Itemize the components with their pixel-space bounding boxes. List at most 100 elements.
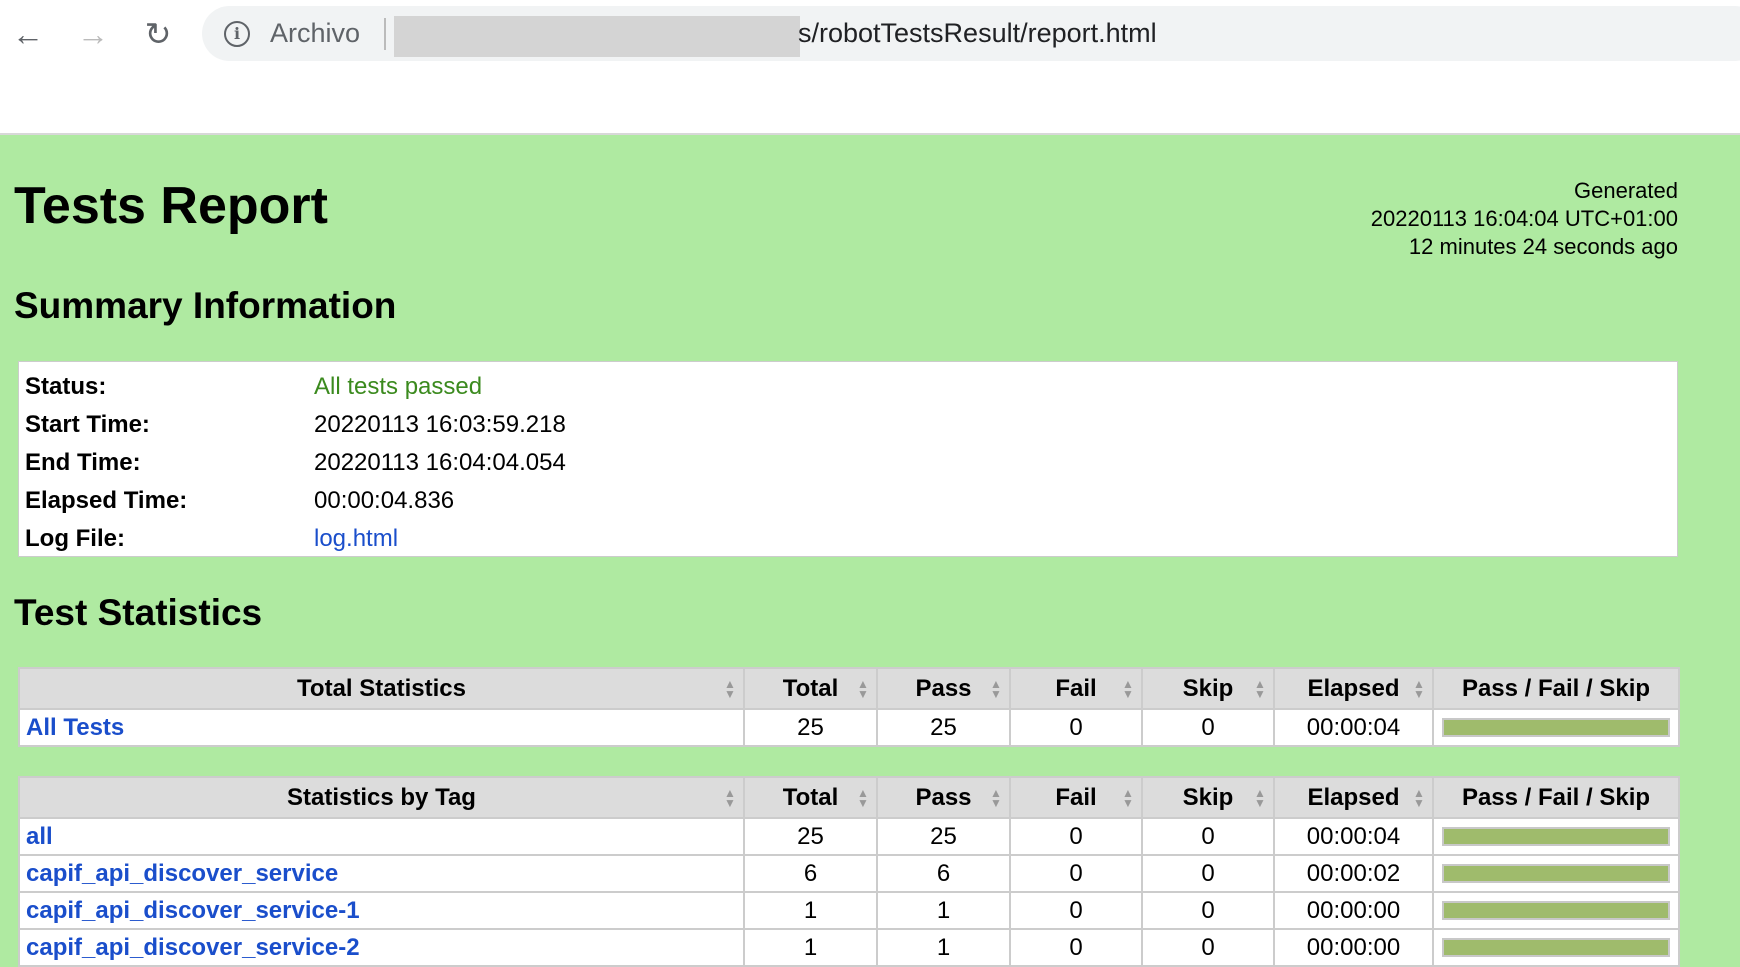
total-cell: 6 xyxy=(743,854,878,893)
column-header[interactable]: Elapsed ▲ ▼ xyxy=(1273,667,1434,710)
skip-cell: 0 xyxy=(1141,891,1275,930)
sort-icon[interactable]: ▲ ▼ xyxy=(990,786,1002,810)
pass-bar[interactable] xyxy=(1442,938,1670,957)
summary-value: All tests passed xyxy=(314,373,483,400)
summary-key: Elapsed Time: xyxy=(25,487,188,514)
sort-icon[interactable]: ▲ ▼ xyxy=(724,677,736,701)
sort-icon[interactable]: ▲ ▼ xyxy=(1254,677,1266,701)
summary-row: End Time: 20220113 16:04:04.054 xyxy=(25,444,1677,482)
scheme-label: Archivo xyxy=(270,18,361,48)
table-row: capif_api_discover_service 6 6 0 0 00:00:02 xyxy=(18,854,1680,893)
column-header[interactable]: Pass ▲ ▼ xyxy=(876,776,1011,819)
pass-fail-skip-cell xyxy=(1432,708,1680,747)
total-cell: 25 xyxy=(743,708,878,747)
summary-value: 20220113 16:03:59.218 xyxy=(314,411,566,438)
stat-name-link[interactable]: all xyxy=(26,822,53,850)
summary-key: Log File: xyxy=(25,525,125,552)
log-file-link[interactable]: log.html xyxy=(314,525,399,552)
sort-icon[interactable]: ▲ ▼ xyxy=(1122,677,1134,701)
pass-bar[interactable] xyxy=(1442,864,1670,883)
pass-fail-skip-cell xyxy=(1432,928,1680,967)
url-text[interactable]: s/robotTestsResult/report.html xyxy=(798,18,1157,48)
sort-icon[interactable]: ▲ ▼ xyxy=(1413,677,1425,701)
generated-label: Generated xyxy=(1574,178,1678,203)
stat-name-link[interactable]: All Tests xyxy=(26,713,125,741)
column-header[interactable]: Skip ▲ ▼ xyxy=(1141,776,1275,819)
elapsed-cell: 00:00:00 xyxy=(1273,928,1434,967)
summary-row: Status: All tests passed xyxy=(25,368,1677,406)
name-header[interactable]: Total Statistics ▲ ▼ xyxy=(18,667,745,710)
redacted-url-part xyxy=(394,16,800,57)
tag-statistics-table: Statistics by Tag ▲ ▼ Total ▲ ▼ Pass ▲ ▼ Fail ▲ ▼ Sk… xyxy=(18,776,1680,967)
elapsed-cell: 00:00:04 xyxy=(1273,708,1434,747)
column-header[interactable]: Fail ▲ ▼ xyxy=(1009,667,1143,710)
summary-heading: Summary Information xyxy=(14,285,397,326)
pass-bar[interactable] xyxy=(1442,827,1670,846)
sort-icon[interactable]: ▲ ▼ xyxy=(1413,786,1425,810)
fail-cell: 0 xyxy=(1009,854,1143,893)
elapsed-cell: 00:00:00 xyxy=(1273,891,1434,930)
pass-fail-skip-cell xyxy=(1432,817,1680,856)
skip-cell: 0 xyxy=(1141,854,1275,893)
column-header[interactable]: Pass ▲ ▼ xyxy=(876,667,1011,710)
back-icon[interactable]: ← xyxy=(12,16,44,52)
page-title: Tests Report xyxy=(14,177,328,235)
skip-cell: 0 xyxy=(1141,817,1275,856)
summary-row: Start Time: 20220113 16:03:59.218 xyxy=(25,406,1677,444)
summary-key: End Time: xyxy=(25,449,141,476)
summary-row: Elapsed Time: 00:00:04.836 xyxy=(25,482,1677,520)
summary-value: 20220113 16:04:04.054 xyxy=(314,449,566,476)
column-header[interactable]: Total ▲ ▼ xyxy=(743,667,878,710)
pass-cell: 25 xyxy=(876,708,1011,747)
table-row: All Tests 25 25 0 0 00:00:04 xyxy=(18,708,1680,747)
summary-table: Status: All tests passed Start Time: 202201… xyxy=(18,361,1678,557)
pass-cell: 1 xyxy=(876,891,1011,930)
sort-icon[interactable]: ▲ ▼ xyxy=(1254,786,1266,810)
pass-fail-skip-cell xyxy=(1432,891,1680,930)
reload-icon[interactable]: ↻ xyxy=(144,16,172,52)
sort-icon[interactable]: ▲ ▼ xyxy=(990,677,1002,701)
sort-icon[interactable]: ▲ ▼ xyxy=(724,786,736,810)
forward-icon[interactable]: → xyxy=(77,16,109,52)
stat-name-link[interactable]: capif_api_discover_service-2 xyxy=(26,933,360,961)
browser-toolbar: ← → ↻ i Archivo s/robotTestsResult/repor… xyxy=(0,0,1740,135)
generated-info: Generated 20220113 16:04:04 UTC+01:00 12… xyxy=(1371,177,1678,261)
pass-fail-skip-cell xyxy=(1432,854,1680,893)
column-header[interactable]: Elapsed ▲ ▼ xyxy=(1273,776,1434,819)
total-cell: 1 xyxy=(743,928,878,967)
pass-bar[interactable] xyxy=(1442,901,1670,920)
summary-key: Start Time: xyxy=(25,411,150,438)
total-cell: 25 xyxy=(743,817,878,856)
sort-icon[interactable]: ▲ ▼ xyxy=(857,677,869,701)
sort-icon[interactable]: ▲ ▼ xyxy=(857,786,869,810)
column-header[interactable]: Fail ▲ ▼ xyxy=(1009,776,1143,819)
table-row: all 25 25 0 0 00:00:04 xyxy=(18,817,1680,856)
elapsed-cell: 00:00:04 xyxy=(1273,817,1434,856)
pass-cell: 1 xyxy=(876,928,1011,967)
column-header: Pass / Fail / Skip xyxy=(1432,667,1680,710)
fail-cell: 0 xyxy=(1009,817,1143,856)
elapsed-cell: 00:00:02 xyxy=(1273,854,1434,893)
stat-name-link[interactable]: capif_api_discover_service xyxy=(26,859,339,887)
skip-cell: 0 xyxy=(1141,928,1275,967)
stat-name-link[interactable]: capif_api_discover_service-1 xyxy=(26,896,360,924)
skip-cell: 0 xyxy=(1141,708,1275,747)
info-icon[interactable]: i xyxy=(224,21,250,47)
divider xyxy=(384,18,386,50)
summary-value: 00:00:04.836 xyxy=(314,487,455,514)
column-header: Pass / Fail / Skip xyxy=(1432,776,1680,819)
total-cell: 1 xyxy=(743,891,878,930)
sort-icon[interactable]: ▲ ▼ xyxy=(1122,786,1134,810)
column-header[interactable]: Skip ▲ ▼ xyxy=(1141,667,1275,710)
column-header[interactable]: Total ▲ ▼ xyxy=(743,776,878,819)
fail-cell: 0 xyxy=(1009,708,1143,747)
table-row: capif_api_discover_service-1 1 1 0 0 00:00:00 xyxy=(18,891,1680,930)
pass-cell: 25 xyxy=(876,817,1011,856)
statistics-heading: Test Statistics xyxy=(14,592,263,633)
pass-cell: 6 xyxy=(876,854,1011,893)
table-row: capif_api_discover_service-2 1 1 0 0 00:00:00 xyxy=(18,928,1680,967)
name-header[interactable]: Statistics by Tag ▲ ▼ xyxy=(18,776,745,819)
pass-bar[interactable] xyxy=(1442,718,1670,737)
address-bar[interactable]: i Archivo s/robotTestsResult/report.html xyxy=(202,6,1740,61)
fail-cell: 0 xyxy=(1009,891,1143,930)
